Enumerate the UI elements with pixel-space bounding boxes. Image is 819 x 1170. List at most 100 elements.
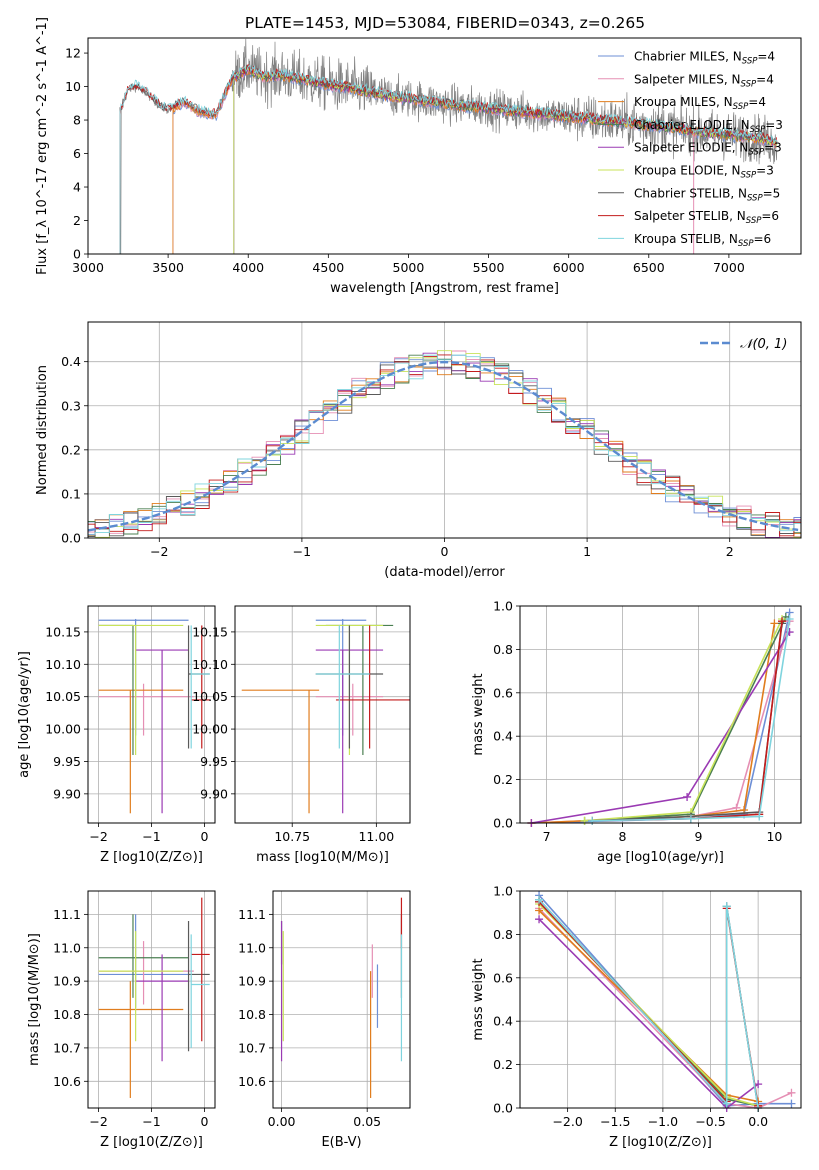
series-marker (770, 619, 779, 628)
errorbar-salpeter-miles (98, 683, 194, 736)
x-tick-label: 7000 (713, 260, 745, 275)
series-kroupa-miles (535, 906, 763, 1106)
series-line (592, 621, 783, 822)
errorbar-kroupa-stelib (190, 934, 210, 1048)
x-tick-label: 4000 (232, 260, 264, 275)
series-marker (787, 1088, 796, 1097)
y-tick-label: 10.15 (45, 624, 81, 639)
y-tick-label: 10.10 (45, 657, 81, 672)
y-tick-label: 11.0 (53, 940, 81, 955)
series-marker (785, 615, 794, 624)
y-tick-label: 10.6 (53, 1074, 81, 1089)
legend-label-kroupa-elodie: Kroupa ELODIE, NSSP=3 (634, 164, 774, 181)
plot-area (535, 891, 796, 1112)
x-tick-label: 0.05 (353, 1114, 381, 1129)
y-tick-label: 10.8 (53, 1007, 81, 1022)
y-tick-label: 1.0 (493, 884, 513, 899)
y-axis-label: Normed distribution (35, 365, 50, 495)
x-axis-label: age [log10(age/yr)] (597, 850, 724, 865)
y-axis-label: age [log10(age/yr)] (17, 651, 32, 778)
panel-residual-histogram: −2 −1 0 1 2 0.0 0.1 0.2 0.3 0.4 (data-model)/error… (35, 321, 802, 580)
errorbar-kroupa-miles (98, 981, 184, 1098)
x-axis-label: E(B-V) (321, 1135, 361, 1150)
histogram-kroupa-miles (88, 364, 801, 537)
x-tick-label: 7 (543, 829, 551, 844)
panel-z-massweight: −2.0 −1.5 −1.0 −0.5 0.0 0.0 0.2 0.4 0.6 0.8 1.0 Z [… (471, 884, 802, 1150)
errorbar-chabrier-miles (315, 618, 367, 736)
x-tick-label: 0 (200, 1114, 208, 1129)
series-marker (535, 895, 544, 904)
y-tick-label: 10.6 (238, 1074, 266, 1089)
y-tick-label: 8 (73, 113, 81, 128)
plot-area (98, 618, 210, 814)
series-marker (754, 1080, 763, 1089)
histogram-chabrier-stelib (88, 360, 801, 537)
x-tick-label: 3000 (72, 260, 104, 275)
panel-age-massweight: 7 8 9 10 0.0 0.2 0.4 0.6 0.8 1.0 age [log10(age/yr… (471, 599, 802, 865)
x-axis-label: wavelength [Angstrom, rest frame] (330, 281, 559, 296)
errorbar-kroupa-miles (241, 689, 320, 814)
plot-area (241, 618, 410, 814)
panel-z-age: −2 −1 0 9.90 9.95 10.00 10.05 10.10 10.15 Z [log1… (17, 605, 216, 865)
y-tick-label: 0.4 (493, 729, 513, 744)
y-tick-label: 4 (73, 180, 81, 195)
y-tick-label: 0.0 (493, 1101, 513, 1116)
y-tick-label: 0.2 (61, 442, 81, 457)
x-axis-label: (data-model)/error (384, 565, 505, 580)
x-tick-label: 0.00 (268, 1114, 296, 1129)
x-tick-label: 5000 (393, 260, 425, 275)
y-axis-label: mass weight (471, 958, 486, 1040)
axes: 10.75 11.00 9.90 9.95 10.00 10.05 10.10 10.15 ma… (192, 605, 411, 865)
axis-frame (87, 37, 802, 255)
series-marker (722, 1099, 731, 1108)
x-axis-label: Z [log10(Z/Z⊙)] (100, 1135, 203, 1150)
y-tick-label: 0.3 (61, 398, 81, 413)
series-line (592, 618, 791, 822)
axes: −2 −1 0 10.6 10.7 10.8 10.9 11.0 11.1 Z [log10(Z/… (27, 890, 216, 1150)
x-tick-label: 0 (200, 829, 208, 844)
series-line (531, 623, 776, 824)
y-tick-label: 12 (65, 46, 81, 61)
panel-ebv-mass: 0.00 0.05 10.6 10.7 10.8 10.9 11.0 11.1 E(B-V) (238, 890, 411, 1150)
series-marker (722, 902, 731, 911)
errorbar-chabrier-stelib (315, 625, 384, 749)
x-tick-label: 0.0 (748, 1114, 768, 1129)
errorbar-kroupa-miles (98, 689, 184, 814)
series-line (531, 620, 791, 824)
series-chabrier-miles (527, 608, 794, 827)
y-tick-label: 0.4 (493, 1014, 513, 1029)
axis-frame (519, 605, 802, 824)
y-tick-label: 0.2 (493, 772, 513, 787)
x-tick-label: −2.0 (552, 1114, 582, 1129)
legend-label-salpeter-elodie: Salpeter ELODIE, NSSP=3 (634, 141, 782, 158)
errorbar-salpeter-stelib (191, 897, 210, 1042)
plot-area (280, 897, 403, 1098)
x-tick-label: −2 (89, 1114, 107, 1129)
plot-area (88, 350, 801, 538)
y-tick-label: 0.1 (61, 486, 81, 501)
y-tick-label: 0.2 (493, 1057, 513, 1072)
grid-lines (88, 606, 215, 823)
axes: −2.0 −1.5 −1.0 −0.5 0.0 0.0 0.2 0.4 0.6 0.8 1.0 Z [… (471, 884, 802, 1150)
series-kroupa-stelib (588, 615, 794, 825)
y-tick-label: 9.90 (53, 786, 81, 801)
errorbar-kroupa-stelib (190, 625, 210, 749)
x-tick-label: 10.75 (274, 829, 310, 844)
grid-lines (520, 890, 801, 1109)
series-line (592, 623, 783, 822)
histogram-chabrier-miles (88, 354, 801, 531)
y-tick-label: 10.05 (192, 689, 228, 704)
y-axis-label: mass weight (471, 673, 486, 755)
axes: −2 −1 0 1 2 0.0 0.1 0.2 0.3 0.4 (data-model)/error… (35, 321, 802, 580)
errorbar-salpeter-stelib (191, 625, 210, 749)
series-salpeter-elodie (527, 628, 794, 827)
series-line (531, 612, 791, 824)
series-line (538, 907, 792, 1109)
x-tick-label: 11.00 (358, 829, 394, 844)
histogram-kroupa-stelib (88, 354, 801, 535)
series-line (538, 918, 759, 1110)
legend-label-chabrier-miles: Chabrier MILES, NSSP=4 (634, 50, 775, 67)
histogram-salpeter-stelib (88, 354, 801, 537)
y-tick-label: 10.7 (238, 1040, 266, 1055)
x-tick-label: −0.5 (695, 1114, 725, 1129)
